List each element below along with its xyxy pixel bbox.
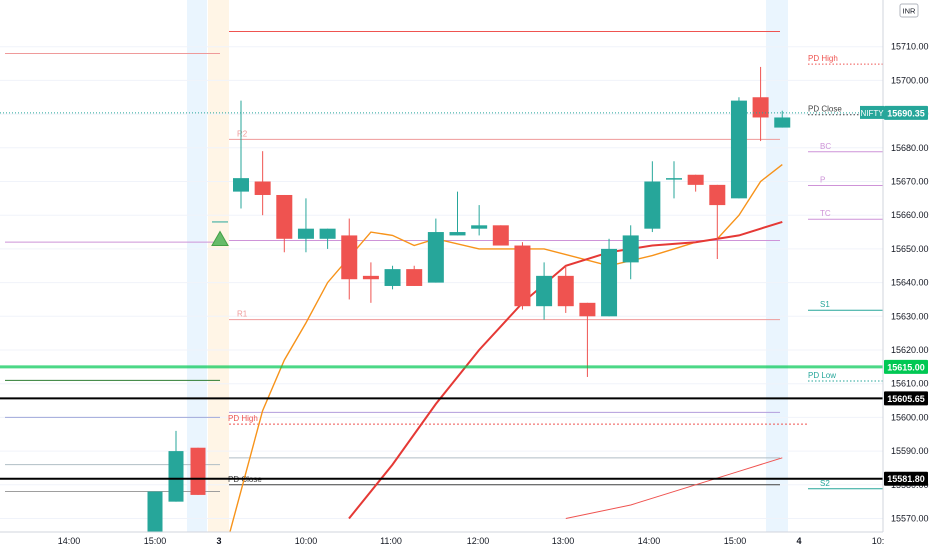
candle-body (147, 491, 163, 532)
candle-body (190, 447, 206, 495)
candle-body (254, 181, 271, 195)
price-badge (884, 359, 928, 374)
candle-body (752, 97, 769, 118)
day-level-label: R1 (237, 310, 248, 319)
price-tick-label: 15600.00 (891, 412, 929, 422)
right-level-label: S2 (820, 479, 830, 488)
price-tick-label: 15620.00 (891, 345, 929, 355)
price-tick-label: 15590.00 (891, 446, 929, 456)
premarket-band (766, 0, 788, 532)
currency-label: INR (903, 7, 917, 16)
candle-body (514, 245, 531, 307)
currency-badge[interactable] (899, 3, 919, 18)
right-level-label: P (820, 176, 825, 185)
time-tick-labels: 14:00 15:00 3 10:00 11:00 12:00 13:00 14:00 15:0… (58, 536, 885, 546)
candle-body (579, 302, 596, 317)
candle-body (297, 228, 314, 239)
right-level-label: BC (820, 142, 831, 151)
candle-body (601, 248, 618, 317)
symbol-badge-label: NIFTY (860, 109, 884, 118)
time-tick-label: 10:00 (295, 536, 318, 546)
horizontal-lines[interactable] (0, 112, 883, 480)
candle-body (233, 178, 249, 192)
right-level-label: PD Close (808, 105, 842, 114)
price-tick-label: 15670.00 (891, 177, 929, 187)
right-level-label: S1 (820, 300, 830, 309)
price-badge (884, 471, 928, 486)
candle-body (427, 232, 444, 283)
candle-body (622, 235, 639, 263)
time-axis-bg (0, 532, 932, 550)
candle-body (319, 228, 336, 239)
candle-body (666, 178, 682, 180)
price-tick-label: 15610.00 (891, 379, 929, 389)
price-badge-label: 15690.35 (887, 108, 925, 118)
candles (147, 66, 791, 532)
price-badge (884, 391, 928, 406)
right-level-label: TC (820, 209, 831, 218)
candle-body (492, 225, 509, 246)
candle-body (709, 184, 726, 206)
price-badge (884, 105, 928, 120)
time-tick-label: 15:00 (724, 536, 747, 546)
ma-long-prev-line (565, 457, 783, 519)
candle-body (276, 194, 293, 239)
candle-body (687, 174, 704, 185)
signal-up-arrow (211, 230, 229, 247)
time-tick-label: 15:00 (144, 536, 167, 546)
time-tick-label: 3 (216, 536, 221, 546)
price-badge-label: 15581.80 (887, 474, 925, 484)
candle-body (557, 275, 574, 307)
price-badges: NIFTY 15690.35 15615.00 15605.65 15581.80 (860, 105, 928, 486)
candle-body (774, 117, 791, 128)
symbol-badge (860, 105, 884, 119)
candle-body (384, 269, 401, 286)
candle-body (644, 181, 661, 229)
price-tick-label: 15700.00 (891, 75, 929, 85)
candle-body (449, 232, 466, 236)
time-tick-label: 14:00 (58, 536, 81, 546)
price-tick-label: 15710.00 (891, 42, 929, 52)
price-tick-label: 15570.00 (891, 514, 929, 524)
time-tick-label: 12:00 (467, 536, 490, 546)
candle-body (471, 225, 488, 229)
candle-body (536, 275, 553, 307)
postmarket-band (208, 0, 229, 532)
price-tick-label: 15630.00 (891, 311, 929, 321)
right-level-label: PD Low (808, 371, 836, 380)
price-tick-label: 15650.00 (891, 244, 929, 254)
candle-body (341, 235, 358, 280)
price-badge-label: 15615.00 (887, 362, 925, 372)
candle-body (362, 275, 379, 280)
day-level-label: R2 (237, 129, 248, 138)
candle-body (406, 269, 423, 286)
time-tick-label: 13:00 (552, 536, 575, 546)
time-tick-label: 11:00 (380, 536, 402, 546)
day-level-label: PD High (228, 414, 258, 423)
price-badge-label: 15605.65 (887, 394, 925, 404)
price-axis-bg (883, 0, 932, 550)
time-tick-label: 10: (872, 536, 885, 546)
price-tick-label: 15640.00 (891, 278, 929, 288)
time-tick-label: 4 (796, 536, 801, 546)
candle-body (168, 451, 184, 502)
right-level-label: PD High (808, 54, 838, 63)
candle-body (730, 100, 747, 199)
time-tick-label: 14:00 (638, 536, 661, 546)
price-tick-label: 15660.00 (891, 210, 929, 220)
session-shading (187, 0, 788, 532)
price-tick-label: 15680.00 (891, 143, 929, 153)
